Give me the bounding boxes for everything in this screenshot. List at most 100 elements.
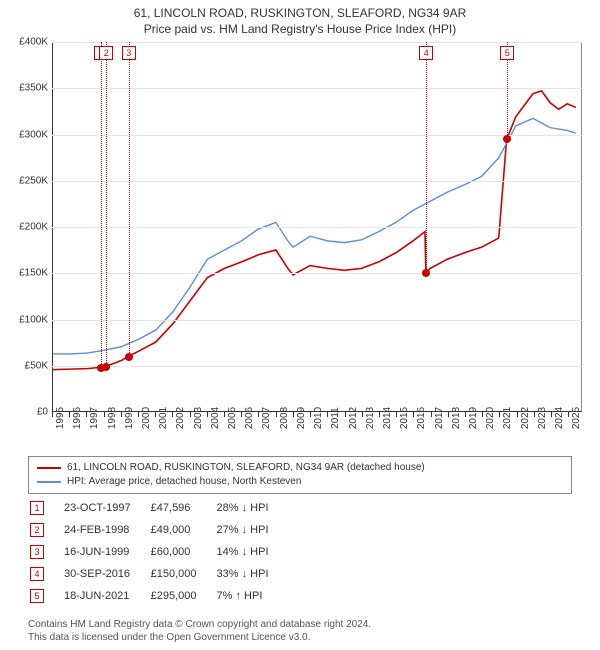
x-tick: [104, 412, 105, 417]
y-tick-label: £150K: [4, 268, 48, 279]
x-tick-label: 1997: [89, 407, 100, 429]
y-tick-label: £0: [4, 407, 48, 418]
legend-swatch-hpi: [37, 481, 61, 483]
sale-marker-box: 2: [99, 46, 113, 60]
x-tick-label: 2023: [537, 407, 548, 429]
x-tick: [431, 412, 432, 417]
x-tick: [224, 412, 225, 417]
sale-marker-vline: [106, 42, 107, 367]
x-tick: [448, 412, 449, 417]
chart-title-line2: Price paid vs. HM Land Registry's House …: [10, 22, 590, 36]
x-tick: [568, 412, 569, 417]
y-tick-label: £50K: [4, 360, 48, 371]
x-tick-label: 2012: [348, 407, 359, 429]
x-tick-label: 1995: [55, 407, 66, 429]
x-tick: [86, 412, 87, 417]
sale-marker-vline: [101, 42, 102, 368]
sales-table: 123-OCT-1997£47,59628% ↓ HPI224-FEB-1998…: [28, 496, 289, 608]
sales-row-date: 18-JUN-2021: [64, 586, 149, 606]
sales-row-marker: 3: [30, 545, 44, 559]
sales-row-delta: 28% ↓ HPI: [217, 498, 287, 518]
x-tick: [207, 412, 208, 417]
footer: Contains HM Land Registry data © Crown c…: [28, 618, 371, 644]
x-tick: [258, 412, 259, 417]
x-tick-label: 2019: [468, 407, 479, 429]
x-tick-label: 2002: [175, 407, 186, 429]
x-tick-label: 2006: [244, 407, 255, 429]
x-tick: [293, 412, 294, 417]
sale-marker-box: 4: [419, 46, 433, 60]
x-tick: [52, 412, 53, 417]
x-tick-label: 2013: [365, 407, 376, 429]
x-tick-label: 2014: [382, 407, 393, 429]
y-tick-label: £350K: [4, 83, 48, 94]
x-tick: [379, 412, 380, 417]
footer-line1: Contains HM Land Registry data © Crown c…: [28, 618, 371, 631]
y-gridline: [52, 227, 582, 228]
sales-row-marker: 4: [30, 567, 44, 581]
x-tick-label: 1996: [72, 407, 83, 429]
sale-marker-box: 3: [122, 46, 136, 60]
x-tick: [465, 412, 466, 417]
x-tick-label: 2017: [434, 407, 445, 429]
y-tick-label: £250K: [4, 175, 48, 186]
sales-row-price: £150,000: [151, 564, 215, 584]
x-tick-label: 2024: [554, 407, 565, 429]
sales-row-delta: 33% ↓ HPI: [217, 564, 287, 584]
x-tick-label: 2016: [416, 407, 427, 429]
y-gridline: [52, 181, 582, 182]
legend-item-hpi: HPI: Average price, detached house, Nort…: [37, 475, 563, 489]
x-tick: [190, 412, 191, 417]
sale-marker-dot: [102, 363, 110, 371]
y-tick-label: £200K: [4, 222, 48, 233]
legend: 61, LINCOLN ROAD, RUSKINGTON, SLEAFORD, …: [28, 456, 572, 494]
legend-swatch-price-paid: [37, 467, 61, 469]
x-tick: [172, 412, 173, 417]
x-tick-label: 1999: [124, 407, 135, 429]
sale-marker-dot: [125, 353, 133, 361]
sale-marker-vline: [129, 42, 130, 357]
sales-table-row: 4 30-SEP-2016£150,00033% ↓ HPI: [30, 564, 287, 584]
y-tick-label: £400K: [4, 37, 48, 48]
sales-row-price: £60,000: [151, 542, 215, 562]
series-line-price_paid: [53, 91, 576, 370]
y-gridline: [52, 135, 582, 136]
x-tick-label: 1998: [107, 407, 118, 429]
x-tick: [517, 412, 518, 417]
x-tick-label: 2025: [571, 407, 582, 429]
sales-row-date: 24-FEB-1998: [64, 520, 149, 540]
sales-row-price: £295,000: [151, 586, 215, 606]
y-gridline: [52, 366, 582, 367]
y-tick-label: £300K: [4, 129, 48, 140]
x-tick-label: 2015: [399, 407, 410, 429]
footer-line2: This data is licensed under the Open Gov…: [28, 631, 371, 644]
y-gridline: [52, 320, 582, 321]
y-gridline: [52, 42, 582, 43]
x-tick-label: 2020: [485, 407, 496, 429]
legend-label-price-paid: 61, LINCOLN ROAD, RUSKINGTON, SLEAFORD, …: [67, 461, 425, 475]
sales-row-price: £49,000: [151, 520, 215, 540]
x-tick-label: 2009: [296, 407, 307, 429]
x-tick: [482, 412, 483, 417]
sales-table-row: 316-JUN-1999£60,00014% ↓ HPI: [30, 542, 287, 562]
x-tick-label: 2004: [210, 407, 221, 429]
sales-row-marker: 1: [30, 501, 44, 515]
x-tick: [499, 412, 500, 417]
sales-row-price: £47,596: [151, 498, 215, 518]
sales-table-row: 224-FEB-1998£49,00027% ↓ HPI: [30, 520, 287, 540]
x-tick: [310, 412, 311, 417]
x-tick: [155, 412, 156, 417]
x-tick: [345, 412, 346, 417]
sales-row-delta: 27% ↓ HPI: [217, 520, 287, 540]
sale-marker-vline: [426, 42, 427, 273]
x-tick: [276, 412, 277, 417]
x-tick-label: 2007: [261, 407, 272, 429]
sales-table-row: 123-OCT-1997£47,59628% ↓ HPI: [30, 498, 287, 518]
x-tick-label: 2001: [158, 407, 169, 429]
x-tick-label: 2018: [451, 407, 462, 429]
x-tick: [121, 412, 122, 417]
x-tick-label: 2011: [330, 407, 341, 429]
x-tick: [327, 412, 328, 417]
sale-marker-dot: [422, 269, 430, 277]
sales-row-date: 30-SEP-2016: [64, 564, 149, 584]
